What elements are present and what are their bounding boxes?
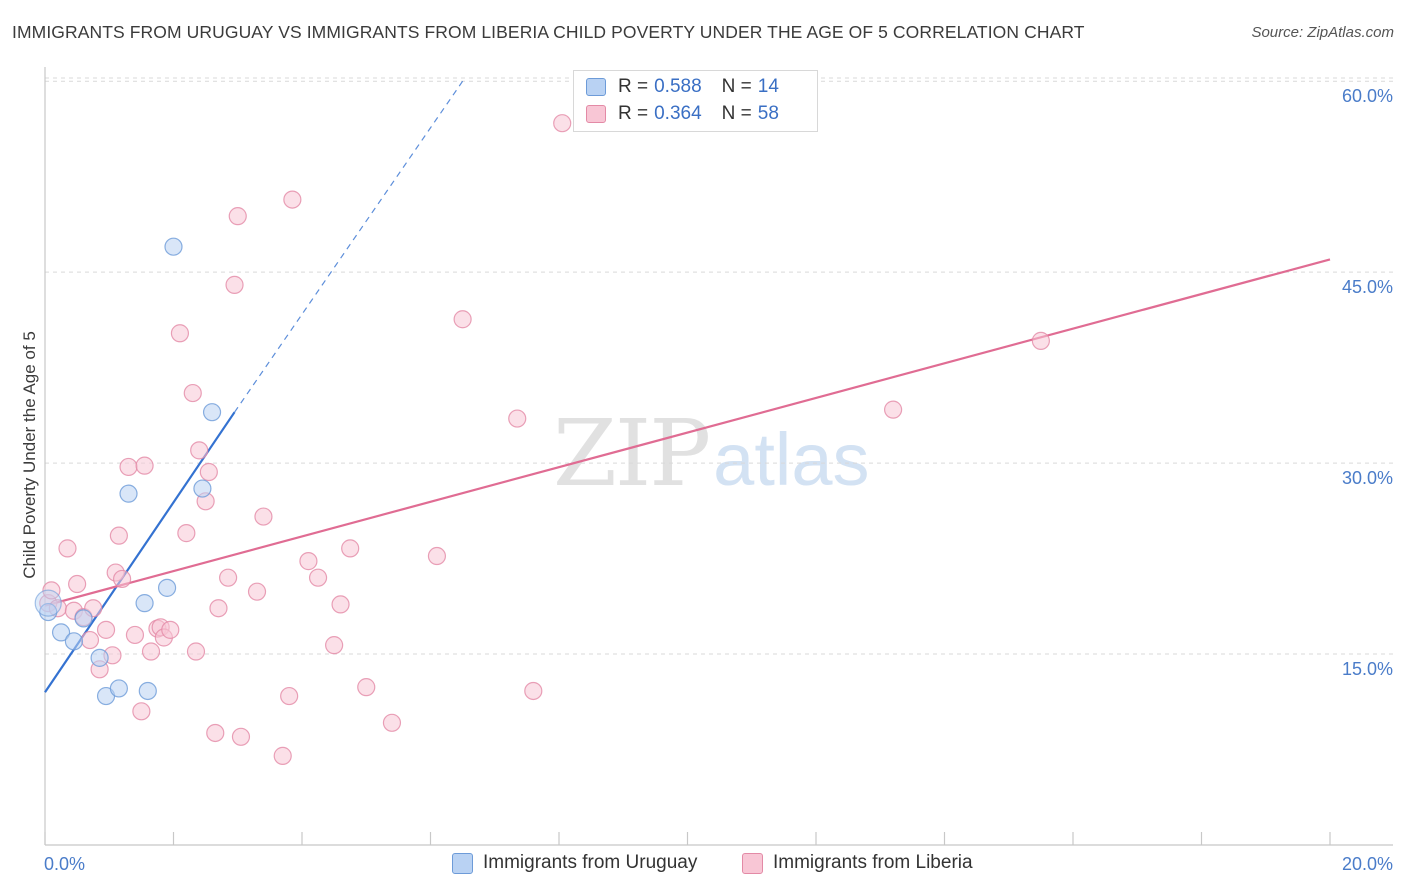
liberia-point xyxy=(553,114,572,133)
liberia-point xyxy=(125,625,145,645)
liberia-point xyxy=(883,400,903,419)
liberia-point xyxy=(247,582,267,601)
liberia-point xyxy=(206,723,225,743)
uruguay-point xyxy=(39,602,58,622)
liberia-point xyxy=(427,546,447,566)
watermark: ZIPatlas xyxy=(553,400,869,507)
liberia-point xyxy=(219,568,238,587)
uruguay-point xyxy=(119,484,138,503)
liberia-point xyxy=(109,526,128,545)
uruguay-point xyxy=(157,578,177,597)
trend-lines xyxy=(44,80,1331,693)
liberia-point xyxy=(357,678,376,697)
y-tick-label: 60.0% xyxy=(1342,86,1393,106)
tick-labels: 15.0% 30.0% 45.0% 60.0% 0.0% 20.0% xyxy=(44,86,1393,874)
legend-item-liberia[interactable]: Immigrants from Liberia xyxy=(742,852,973,874)
liberia-point xyxy=(1031,331,1050,350)
liberia-point xyxy=(299,552,318,571)
liberia-point xyxy=(273,746,292,765)
liberia-trend-line xyxy=(44,258,1331,607)
liberia-point xyxy=(254,507,273,526)
legend-n-value: 14 xyxy=(757,76,779,97)
liberia-point xyxy=(280,686,299,706)
legend-swatch-uruguay xyxy=(452,852,473,874)
liberia-point xyxy=(68,574,87,594)
liberia-point xyxy=(141,642,161,661)
legend-n-label: N = xyxy=(721,76,752,97)
liberia-point xyxy=(331,595,350,614)
y-tick-label: 15.0% xyxy=(1342,659,1393,679)
correlation-legend: R = 0.588 N = 14 R = 0.364 N = 58 xyxy=(573,70,818,132)
liberia-point xyxy=(190,441,209,460)
liberia-point xyxy=(231,727,251,746)
liberia-point xyxy=(341,539,360,558)
legend-swatch-uruguay xyxy=(586,78,606,96)
watermark-zip: ZIP xyxy=(553,400,711,507)
chart-title: IMMIGRANTS FROM URUGUAY VS IMMIGRANTS FR… xyxy=(12,22,1085,42)
uruguay-point xyxy=(90,648,109,667)
x-tick-label: 20.0% xyxy=(1342,854,1393,874)
liberia-point xyxy=(58,539,77,558)
liberia-point xyxy=(283,190,302,209)
liberia-point xyxy=(135,456,154,475)
liberia-point xyxy=(524,681,543,701)
uruguay-trend-extension xyxy=(234,80,464,413)
uruguay-point xyxy=(193,479,212,498)
liberia-point xyxy=(199,462,218,482)
uruguay-point xyxy=(164,237,183,256)
legend-item-uruguay[interactable]: Immigrants from Uruguay xyxy=(452,852,697,874)
data-points xyxy=(34,114,1050,765)
cluster-point xyxy=(34,589,62,617)
uruguay-point xyxy=(138,681,157,701)
liberia-point xyxy=(186,642,206,661)
legend-r-label: R = xyxy=(618,76,649,97)
liberia-point xyxy=(453,310,472,329)
uruguay-point xyxy=(135,594,154,613)
uruguay-point xyxy=(202,403,222,422)
y-axis-label: Child Poverty Under the Age of 5 xyxy=(20,331,39,579)
liberia-point xyxy=(382,713,402,732)
legend-row-uruguay: R = 0.588 N = 14 xyxy=(586,74,779,100)
legend-r-value: 0.364 xyxy=(654,103,702,124)
liberia-point xyxy=(183,383,202,403)
grid-lines xyxy=(45,77,1393,655)
uruguay-point xyxy=(109,679,128,698)
liberia-point xyxy=(80,630,100,650)
legend-label-liberia: Immigrants from Liberia xyxy=(773,852,973,873)
liberia-point xyxy=(161,620,180,639)
legend-r-label: R = xyxy=(618,103,649,124)
uruguay-point xyxy=(51,623,71,642)
series-legend: Immigrants from Uruguay Immigrants from … xyxy=(0,852,1406,878)
liberia-point xyxy=(508,409,527,428)
liberia-point xyxy=(119,457,138,477)
y-tick-label: 45.0% xyxy=(1342,277,1393,297)
liberia-point xyxy=(170,324,190,343)
uruguay-point xyxy=(74,609,93,628)
legend-n-label: N = xyxy=(721,103,752,124)
legend-swatch-liberia xyxy=(742,852,763,874)
uruguay-point xyxy=(64,632,84,651)
legend-n-value: 58 xyxy=(757,103,779,124)
axes xyxy=(44,67,1393,846)
liberia-point xyxy=(325,636,344,655)
liberia-point xyxy=(132,702,151,721)
liberia-point xyxy=(308,568,328,587)
liberia-point xyxy=(177,524,196,543)
legend-row-liberia: R = 0.364 N = 58 xyxy=(586,101,779,127)
liberia-point xyxy=(225,275,244,294)
liberia-point xyxy=(209,599,228,618)
liberia-point xyxy=(228,207,247,226)
source-label: Source: ZipAtlas.com xyxy=(1251,24,1394,41)
liberia-point xyxy=(112,569,132,589)
x-tick-label: 0.0% xyxy=(44,854,85,874)
legend-label-uruguay: Immigrants from Uruguay xyxy=(483,852,698,873)
watermark-atlas: atlas xyxy=(713,418,870,501)
liberia-point xyxy=(96,620,116,639)
legend-r-value: 0.588 xyxy=(654,76,702,97)
legend-swatch-liberia xyxy=(586,105,606,123)
y-tick-label: 30.0% xyxy=(1342,468,1393,488)
